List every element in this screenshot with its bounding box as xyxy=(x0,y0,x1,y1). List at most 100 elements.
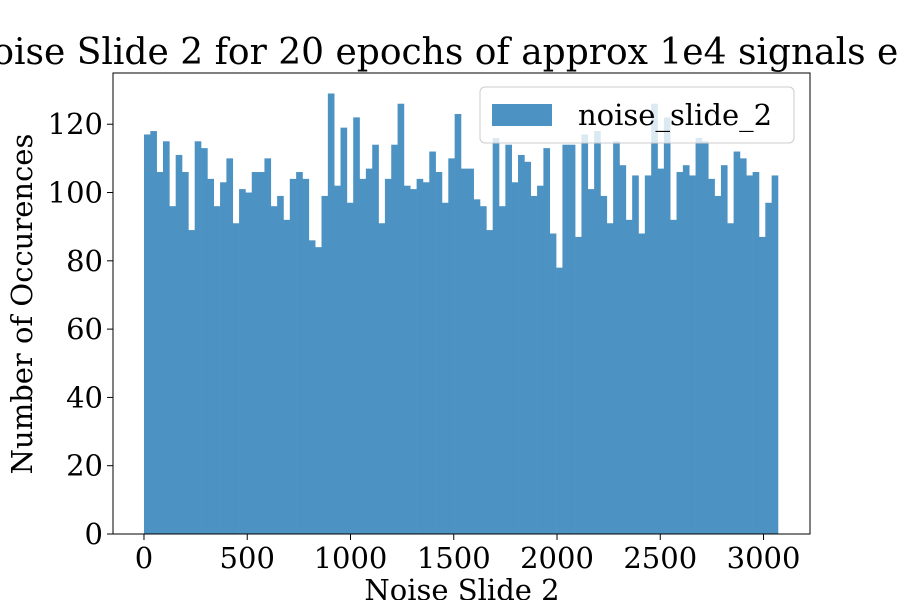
histogram-bar xyxy=(480,206,487,534)
histogram-bar xyxy=(644,175,652,534)
histogram-bar xyxy=(251,172,259,534)
histogram-bar xyxy=(156,172,164,534)
histogram-bar xyxy=(727,223,734,535)
histogram-bar xyxy=(556,267,563,534)
histogram-bar xyxy=(391,144,398,534)
y-axis-ticks: 0 20 40 60 80 100 120 xyxy=(48,107,113,551)
histogram-bar xyxy=(340,127,348,535)
histogram-bar xyxy=(670,219,677,534)
histogram-bar xyxy=(537,185,544,534)
histogram-bar xyxy=(403,185,411,534)
y-tick-label: 0 xyxy=(85,517,103,551)
histogram-bar xyxy=(384,178,392,534)
histogram-bar xyxy=(239,189,246,534)
histogram-bar xyxy=(226,158,234,535)
histogram-bar xyxy=(245,192,253,534)
histogram-bar xyxy=(467,168,474,535)
histogram-bar xyxy=(143,134,151,534)
histogram-bar xyxy=(435,172,443,534)
histogram-bar xyxy=(486,230,493,534)
histogram-bar xyxy=(277,195,284,534)
y-tick-label: 40 xyxy=(66,380,103,414)
histogram-bar xyxy=(758,236,766,534)
histogram-bar xyxy=(232,223,240,535)
histogram-bar xyxy=(327,93,335,534)
histogram-bar xyxy=(562,144,570,534)
histogram-bar xyxy=(543,148,551,535)
histogram-bar xyxy=(752,172,760,534)
histogram-bar xyxy=(359,178,367,534)
histogram-bar xyxy=(632,175,639,534)
histogram-bar xyxy=(334,185,341,534)
histogram-bar xyxy=(575,236,582,534)
histogram-bar xyxy=(410,189,417,534)
histogram-bar xyxy=(549,233,557,535)
histogram-bar xyxy=(663,117,671,535)
histogram-bar xyxy=(201,148,208,535)
y-tick-label: 60 xyxy=(66,312,103,346)
histogram-bar xyxy=(308,240,316,534)
histogram-bar xyxy=(346,202,354,534)
histogram-bar xyxy=(162,141,170,534)
histogram-bar xyxy=(682,165,690,534)
histogram-bar xyxy=(606,223,614,535)
x-tick-label: 1500 xyxy=(417,541,491,575)
histogram-bar xyxy=(765,202,772,534)
legend-frame xyxy=(479,86,795,144)
histogram-bar xyxy=(581,134,589,534)
x-tick-label: 500 xyxy=(220,541,275,575)
histogram-bar xyxy=(169,206,176,534)
histogram-bar xyxy=(460,168,468,535)
histogram-bar xyxy=(695,137,703,535)
histogram-bar xyxy=(258,172,265,534)
histogram-bar xyxy=(321,195,329,534)
histogram-bar xyxy=(733,151,741,534)
histogram-bar xyxy=(689,175,696,534)
histogram-bar xyxy=(524,161,532,534)
histogram-bar xyxy=(657,168,665,535)
histogram-bar xyxy=(378,223,386,535)
histogram-bar xyxy=(492,137,500,535)
histogram-bar xyxy=(714,195,722,534)
histogram-bar xyxy=(213,206,221,534)
histogram-bar xyxy=(454,113,462,534)
plot-area-frame xyxy=(112,72,811,535)
histogram-bar xyxy=(771,175,779,534)
histogram-bar xyxy=(175,154,183,534)
histogram-bar xyxy=(194,141,202,534)
y-tick-label: 120 xyxy=(48,107,103,141)
histogram-bar xyxy=(441,202,449,534)
x-tick-label: 2500 xyxy=(623,541,697,575)
histogram-bar xyxy=(638,233,646,535)
x-tick-label: 3000 xyxy=(727,541,801,575)
histogram-bar xyxy=(530,195,538,534)
histogram-bar xyxy=(720,165,728,534)
histogram-bar xyxy=(708,178,715,534)
histogram-bar xyxy=(473,199,481,534)
y-tick-label: 80 xyxy=(66,244,103,278)
histogram-bar xyxy=(315,247,322,534)
histogram-bar xyxy=(587,189,595,534)
histogram-bar xyxy=(353,117,360,535)
histogram-bar xyxy=(188,230,195,534)
y-axis-label: Number of Occurences xyxy=(5,134,39,475)
histogram-bars xyxy=(143,93,779,535)
legend-label: noise_slide_2 xyxy=(578,98,772,133)
histogram-bar xyxy=(518,154,525,534)
y-tick-label: 20 xyxy=(66,449,103,483)
histogram-bar xyxy=(372,144,379,534)
histogram-bar xyxy=(416,178,424,534)
histogram-bar xyxy=(283,219,291,534)
histogram-bar xyxy=(207,178,215,534)
x-tick-label: 1000 xyxy=(314,541,388,575)
histogram-bar xyxy=(511,182,519,534)
histogram-bar xyxy=(600,195,608,534)
histogram-bar xyxy=(220,182,227,534)
legend: noise_slide_2 xyxy=(479,86,795,144)
histogram-bar xyxy=(625,219,633,534)
histogram-bar xyxy=(676,172,684,534)
histogram-bar xyxy=(365,168,373,535)
histogram-bar xyxy=(302,178,310,534)
x-axis-ticks: 0 500 1000 1500 2000 2500 3000 xyxy=(135,534,801,575)
